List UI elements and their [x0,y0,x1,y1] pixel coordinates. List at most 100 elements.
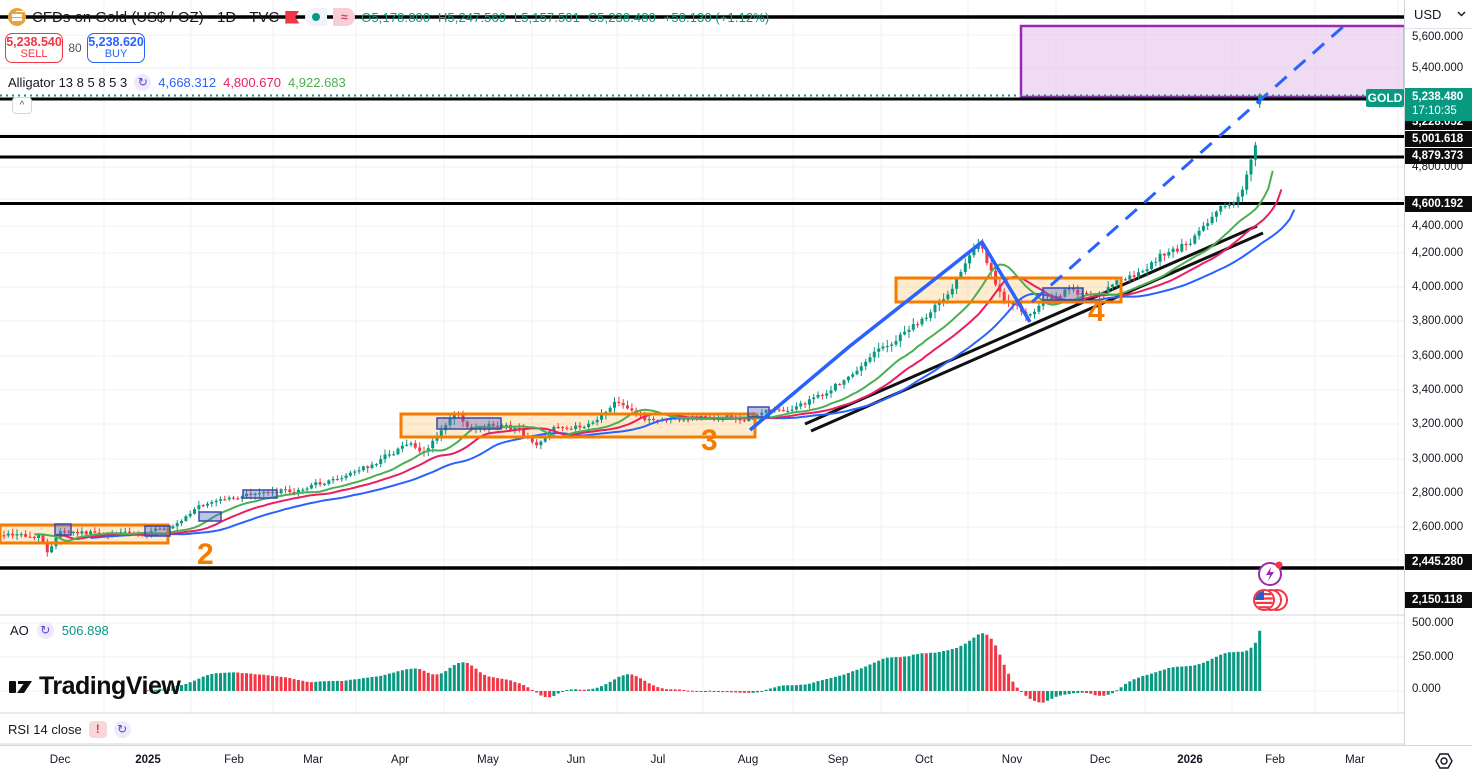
price-axis-label: 4,800.000 [1412,161,1464,173]
current-price-symbol-chip: GOLD [1366,89,1404,107]
low-value: L5,157.501 [513,9,580,25]
rsi-legend[interactable]: RSI 14 close ! ↻ [8,721,131,738]
alligator-legend[interactable]: Alligator 13 8 5 8 5 3 ↻ 4,668.312 4,800… [8,74,346,91]
time-axis-label: Dec [1089,754,1111,766]
gold-symbol-icon [8,8,26,26]
price-axis-label: 4,000.000 [1412,281,1464,293]
ao-value: 506.898 [61,623,109,638]
pattern-mini-box [1042,287,1084,301]
consolidation-box-border [894,276,1123,304]
price-axis-label: 2,600.000 [1412,521,1464,533]
price-axis-label: 3,000.000 [1412,453,1464,465]
projection-target-box [1019,24,1404,99]
price-axis-label: 5,400.000 [1412,62,1464,74]
time-axis-label: Jun [566,754,586,766]
chart-legend: CFDs on Gold (US$ / OZ) · 1D · TVC ≈ O5,… [8,6,773,28]
order-panel: 5,238.540 SELL 80 5,238.620 BUY [5,33,145,63]
ao-legend[interactable]: AO ↻ 506.898 [10,622,109,639]
price-axis-label: 2,800.000 [1412,487,1464,499]
approx-data-icon[interactable]: ≈ [333,8,356,26]
blue-trend-line [748,240,1032,432]
time-axis-label: Apr [391,754,409,766]
time-axis-label: Aug [737,754,759,766]
sell-label: SELL [20,47,48,60]
time-axis-label: Feb [1265,754,1285,766]
buy-label: BUY [104,47,128,60]
time-axis-label: Mar [1345,754,1365,766]
rsi-label: RSI 14 close [8,722,82,737]
time-axis-label: Nov [1001,754,1023,766]
ao-label: AO [10,623,29,638]
ohlc-values: O5,178.800 H5,247.569 L5,157.501 C5,238.… [361,10,773,25]
refresh-icon[interactable]: ↻ [134,74,152,91]
collapse-pane-button[interactable]: ^ [12,97,32,114]
price-axis[interactable]: USD 5,600.000 5,400.000 4,800.000 4,400.000… [1404,0,1472,745]
chart-area[interactable]: CFDs on Gold (US$ / OZ) · 1D · TVC ≈ O5,… [0,0,1404,745]
price-level-badge: 4,600.192 [1405,196,1472,212]
hexagon-clock-icon[interactable] [1434,751,1454,771]
alligator-label: Alligator 13 8 5 8 5 3 [8,75,128,90]
refresh-icon[interactable]: ↻ [113,721,131,738]
time-axis-label: 2025 [135,754,161,766]
tradingview-wordmark: TradingView [39,672,181,700]
sell-button[interactable]: 5,238.540 SELL [5,33,63,63]
high-value: H5,247.569 [437,9,507,25]
wave-number-label: 4 [1088,295,1105,328]
alligator-jaw-value: 4,668.312 [158,75,217,90]
chevron-down-icon [1457,11,1466,17]
economic-events-icon[interactable] [1258,561,1283,586]
grid-lines [0,0,1404,713]
time-axis-label: Feb [224,754,244,766]
buy-button[interactable]: 5,238.620 BUY [87,33,145,63]
price-axis-label: 3,200.000 [1412,418,1464,430]
warning-icon[interactable]: ! [88,721,107,738]
currency-selector[interactable]: USD [1405,0,1472,29]
time-axis-label: Mar [303,754,323,766]
bar-countdown: 17:10:35 [1412,105,1457,118]
event-icons[interactable] [1248,556,1294,616]
price-axis-label: 250.000 [1412,651,1454,663]
time-axis-label: Dec [49,754,71,766]
price-axis-label: 5,600.000 [1412,31,1464,43]
price-axis-label: 500.000 [1412,617,1454,629]
consolidation-box-border [0,523,170,545]
open-value: O5,178.800 [361,9,431,25]
time-axis-label: 2026 [1177,754,1203,766]
tradingview-logomark-icon [9,680,32,693]
pattern-mini-box [436,417,502,430]
refresh-icon[interactable]: ↻ [36,622,54,639]
time-axis[interactable]: Dec 2025 Feb Mar Apr May Jun Jul Aug Sep Oct Nov Dec… [0,745,1472,775]
flag-icon[interactable] [285,10,300,24]
price-axis-label: 4,200.000 [1412,247,1464,259]
price-axis-label: 3,800.000 [1412,315,1464,327]
price-axis-label: 3,400.000 [1412,384,1464,396]
pattern-mini-box [242,489,278,499]
price-level-badge: 2,445.280 [1405,554,1472,570]
time-axis-label: Sep [827,754,849,766]
price-axis-label: 0.000 [1412,683,1441,695]
tradingview-logo[interactable]: TradingView [8,672,181,701]
symbol-title[interactable]: CFDs on Gold (US$ / OZ) · 1D · TVC [32,8,280,26]
sell-price: 5,238.540 [6,34,62,49]
price-axis-label: 4,400.000 [1412,220,1464,232]
time-axis-label: Jul [650,754,666,766]
market-status-dot-icon[interactable] [305,8,328,26]
price-level-badge: 4,879.373 [1405,148,1472,164]
spread-value: 80 [68,41,82,55]
price-level-badge: 5,001.618 [1405,131,1472,147]
buy-price: 5,238.620 [88,34,144,49]
main-chart-svg[interactable] [0,0,1404,745]
us-flag-events-icon[interactable] [1253,589,1288,611]
projection-dashed-line [1031,23,1346,304]
current-price: 5,238.480 [1412,91,1464,103]
pattern-mini-box [144,525,171,537]
price-axis-label: 3,600.000 [1412,350,1464,362]
close-value: C5,238.480 [587,9,656,25]
pattern-mini-box [54,523,72,536]
wave-number-label: 3 [701,424,718,457]
alligator-lips-value: 4,922.683 [287,75,346,90]
change-value: +58.130 (+1.12%) [663,9,770,25]
time-axis-label: May [477,754,499,766]
pattern-mini-box [198,511,222,522]
wave-number-label: 2 [197,538,214,571]
